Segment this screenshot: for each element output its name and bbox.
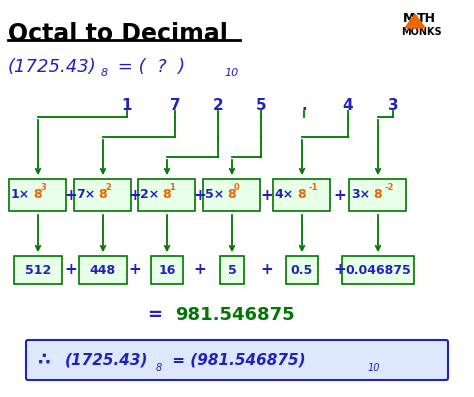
FancyBboxPatch shape [14, 256, 62, 284]
Text: 7×: 7× [76, 189, 95, 202]
Text: 2×: 2× [140, 189, 159, 202]
Text: 8: 8 [162, 189, 171, 202]
Text: +: + [64, 187, 77, 202]
Text: 4×: 4× [275, 189, 294, 202]
Text: (1725.43): (1725.43) [65, 353, 148, 368]
Text: 8: 8 [98, 189, 107, 202]
FancyBboxPatch shape [9, 179, 66, 211]
Text: 1×: 1× [11, 189, 30, 202]
FancyBboxPatch shape [286, 256, 318, 284]
Text: .: . [301, 98, 307, 112]
Text: +: + [193, 262, 206, 278]
Text: 4: 4 [343, 98, 353, 112]
FancyBboxPatch shape [74, 179, 131, 211]
Text: = (981.546875): = (981.546875) [167, 353, 306, 368]
Text: 981.546875: 981.546875 [175, 306, 295, 324]
Text: +: + [261, 262, 273, 278]
Text: +: + [128, 262, 141, 278]
Text: 3: 3 [40, 183, 46, 191]
Text: 8: 8 [156, 363, 162, 373]
FancyBboxPatch shape [203, 179, 261, 211]
Text: 1: 1 [122, 98, 132, 112]
Text: +: + [128, 187, 141, 202]
Text: MONKS: MONKS [401, 27, 442, 37]
Text: ∴: ∴ [38, 351, 51, 369]
Text: +: + [261, 187, 273, 202]
Polygon shape [405, 14, 425, 28]
Text: 0: 0 [234, 183, 240, 191]
FancyBboxPatch shape [138, 179, 195, 211]
Text: 8: 8 [373, 189, 382, 202]
Text: 0.046875: 0.046875 [345, 264, 411, 276]
Text: 3: 3 [388, 98, 398, 112]
Text: +: + [193, 187, 206, 202]
Text: = (  ?  ): = ( ? ) [112, 58, 185, 76]
FancyBboxPatch shape [151, 256, 183, 284]
Text: M: M [403, 12, 415, 25]
Text: 10: 10 [224, 68, 238, 78]
Text: 5: 5 [228, 264, 237, 276]
Text: 8: 8 [33, 189, 42, 202]
Text: -1: -1 [309, 183, 319, 191]
Text: 8: 8 [297, 189, 306, 202]
Text: +: + [64, 262, 77, 278]
Text: (1725.43): (1725.43) [8, 58, 97, 76]
Text: 2: 2 [105, 183, 111, 191]
Text: 5×: 5× [205, 189, 224, 202]
FancyBboxPatch shape [273, 179, 330, 211]
FancyBboxPatch shape [79, 256, 127, 284]
Text: +: + [334, 262, 346, 278]
Text: 448: 448 [90, 264, 116, 276]
Text: 8: 8 [101, 68, 108, 78]
FancyBboxPatch shape [220, 256, 244, 284]
Text: +: + [334, 187, 346, 202]
FancyBboxPatch shape [342, 256, 414, 284]
Text: -2: -2 [385, 183, 394, 191]
Text: 8: 8 [227, 189, 236, 202]
FancyBboxPatch shape [26, 340, 448, 380]
Text: 1: 1 [169, 183, 175, 191]
Text: 7: 7 [170, 98, 180, 112]
Text: 16: 16 [158, 264, 176, 276]
Text: 3×: 3× [351, 189, 370, 202]
Text: 512: 512 [25, 264, 51, 276]
Text: 10: 10 [368, 363, 381, 373]
FancyBboxPatch shape [349, 179, 407, 211]
Text: 2: 2 [213, 98, 223, 112]
Text: 0.5: 0.5 [291, 264, 313, 276]
Text: TH: TH [417, 12, 436, 25]
Text: Octal to Decimal: Octal to Decimal [8, 22, 228, 46]
Text: 5: 5 [255, 98, 266, 112]
Text: =: = [147, 306, 163, 324]
